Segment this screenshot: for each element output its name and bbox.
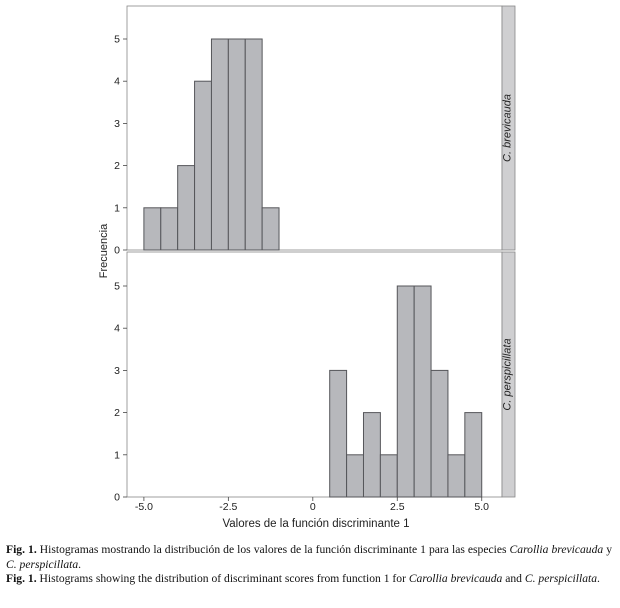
panel-label: C. brevicauda (502, 94, 514, 162)
caption-english: Fig. 1. Histograms showing the distribut… (6, 571, 612, 586)
caption-species: Carollia brevicauda (509, 543, 604, 556)
panel-label: C. perspicillata (502, 338, 514, 410)
histogram-bar (447, 454, 466, 498)
x-axis-label: Valores de la función discriminante 1 (222, 518, 409, 530)
caption-species: C. perspicillata (6, 558, 79, 571)
histogram-bar (346, 454, 364, 498)
panel-label-strip (501, 251, 516, 498)
histogram-bar (362, 412, 381, 498)
histogram-figure: C. brevicauda 0 1 2 3 4 5 C. perspicillata 0 1 2 3… (98, 5, 516, 530)
histogram-bar (430, 369, 449, 498)
x-tick-label: 2.5 (390, 501, 405, 513)
caption-species: Carollia brevicauda (408, 572, 503, 585)
y-tick-label: 3 (114, 118, 120, 130)
y-tick-label: 4 (114, 76, 120, 88)
histogram-bar (413, 285, 432, 498)
histogram-bar (210, 38, 229, 251)
histogram-chart: C. brevicauda 0 1 2 3 4 5 C. perspicillata 0 1 2 3… (98, 5, 516, 530)
caption-text: . (78, 558, 82, 571)
y-tick-label: 1 (114, 202, 120, 214)
y-tick-label: 1 (114, 449, 120, 461)
histogram-bar (177, 165, 196, 251)
x-tick-label: -2.5 (219, 501, 237, 513)
x-axis: -5.0 -2.5 0 2.5 5.0 (135, 497, 489, 513)
caption-label: Fig. 1. (6, 543, 37, 556)
caption-species: C. perspicillata (524, 572, 598, 585)
histogram-bar (261, 207, 280, 251)
y-tick-label: 4 (114, 323, 120, 335)
caption-label: Fig. 1. (6, 572, 37, 585)
histogram-bar (379, 454, 398, 498)
x-tick-label: 0 (310, 501, 316, 513)
histogram-bar (329, 369, 348, 498)
caption-text: y (603, 543, 612, 556)
caption-spanish: Fig. 1. Histogramas mostrando la distrib… (6, 542, 612, 572)
y-tick-label: 5 (114, 34, 120, 46)
caption-text: Histogramas mostrando la distribución de… (36, 543, 510, 556)
panel-brevicauda: C. brevicauda 0 1 2 3 4 5 (114, 5, 516, 257)
y-tick-label: 5 (114, 281, 120, 293)
x-tick-label: -5.0 (135, 501, 153, 513)
y-tick-label: 0 (114, 245, 120, 257)
y-tick-label: 0 (114, 492, 120, 504)
caption-text: and (502, 572, 525, 585)
y-tick-label: 2 (114, 407, 120, 419)
y-axis-label: Frecuencia (98, 223, 110, 278)
y-tick-label: 2 (114, 160, 120, 172)
histogram-bar (227, 38, 246, 251)
histogram-bar (194, 80, 212, 251)
panel-perspicillata: C. perspicillata 0 1 2 3 4 5 (114, 251, 516, 504)
x-tick-label: 5.0 (474, 501, 489, 513)
caption-text: . (597, 572, 600, 585)
panel-label-strip (501, 5, 516, 251)
caption-text: Histograms showing the distribution of d… (36, 572, 409, 585)
y-tick-label: 3 (114, 365, 120, 377)
histogram-bar (464, 412, 483, 498)
histogram-bar (160, 207, 179, 251)
histogram-bar (244, 38, 263, 251)
histogram-bar (143, 207, 162, 251)
histogram-bar (396, 285, 415, 498)
